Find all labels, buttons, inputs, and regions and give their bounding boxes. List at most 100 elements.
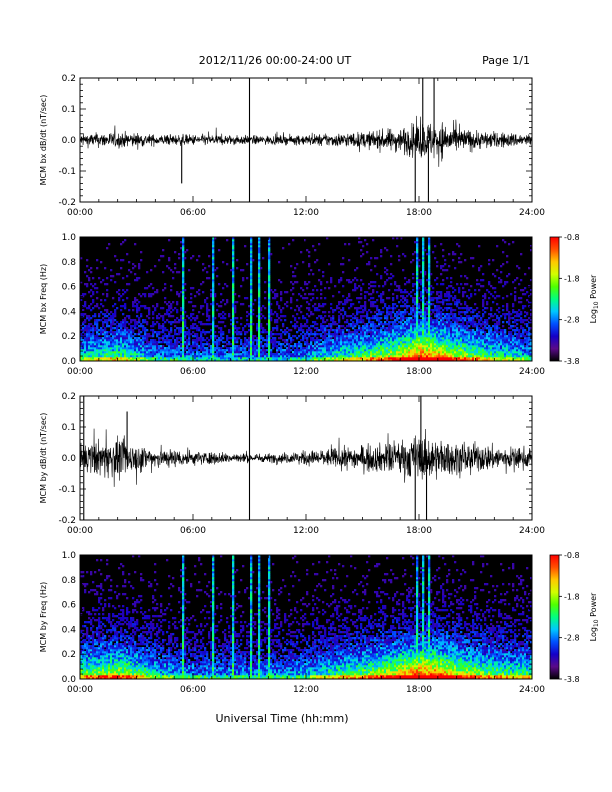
- spectrogram-cell: [120, 267, 123, 270]
- spectrogram-cell: [430, 313, 433, 316]
- spectrogram-cell: [276, 333, 279, 336]
- spectrogram-cell: [414, 347, 417, 350]
- figure-title: 2012/11/26 00:00-24:00 UT: [199, 54, 352, 67]
- spectrogram-cell: [410, 291, 413, 294]
- spectrogram-cell: [284, 351, 287, 354]
- spectrogram-cell: [438, 313, 441, 316]
- spectrogram-cell: [400, 345, 403, 348]
- spectrogram-cell: [258, 291, 261, 294]
- spectrogram-cell: [106, 333, 109, 336]
- spectrogram-cell: [110, 323, 113, 326]
- spectrogram-cell: [236, 267, 239, 270]
- spectrogram-cell: [88, 291, 91, 294]
- spectrogram-cell: [378, 355, 381, 358]
- spectrogram-cell: [390, 355, 393, 358]
- spectrogram-cell: [442, 359, 445, 362]
- spectrogram-cell: [174, 343, 177, 346]
- spectrogram-cell: [138, 345, 141, 348]
- spectrogram-cell: [250, 333, 253, 336]
- spectrogram-cell: [428, 287, 431, 290]
- spectrogram-cell: [156, 357, 159, 360]
- spectrogram-cell: [370, 281, 373, 284]
- spectrogram-cell: [396, 237, 399, 240]
- spectrogram-cell: [362, 353, 365, 356]
- spectrogram-cell: [164, 327, 167, 330]
- spectrogram-cell: [334, 347, 337, 350]
- spectrogram-cell: [440, 351, 443, 354]
- spectrogram-cell: [222, 317, 225, 320]
- y-tick-label: 0.2: [62, 74, 76, 84]
- spectrogram-cell: [166, 311, 169, 314]
- spectrogram-cell: [370, 355, 373, 358]
- spectrogram-cell: [112, 343, 115, 346]
- spectrogram-cell: [338, 355, 341, 358]
- spectrogram-cell: [150, 353, 153, 356]
- spectrogram-cell: [314, 353, 317, 356]
- spectrogram-cell: [104, 315, 107, 318]
- spectrogram-cell: [448, 323, 451, 326]
- spectrogram-cell: [414, 297, 417, 300]
- spectrogram-cell: [202, 349, 205, 352]
- spectrogram-cell: [190, 327, 193, 330]
- spectrogram-cell: [182, 287, 185, 290]
- spectrogram-cell: [256, 337, 259, 340]
- spectrogram-cell: [198, 289, 201, 292]
- spectrogram-cell: [330, 341, 333, 344]
- spectrogram-cell: [82, 295, 85, 298]
- spectrogram-cell: [342, 355, 345, 358]
- spectrogram-cell: [316, 353, 319, 356]
- spectrogram-cell: [322, 359, 325, 362]
- spectrogram-cell: [272, 329, 275, 332]
- spectrogram-cell: [118, 339, 121, 342]
- spectrogram-cell: [412, 321, 415, 324]
- spectrogram-cell: [422, 237, 425, 240]
- spectrogram-cell: [120, 305, 123, 308]
- spectrogram-cell: [80, 353, 83, 356]
- spectrogram-cell: [280, 311, 283, 314]
- spectrogram-cell: [134, 299, 137, 302]
- spectrogram-cell: [356, 359, 359, 362]
- spectrogram-cell: [234, 349, 237, 352]
- spectrogram-cell: [112, 331, 115, 334]
- spectrogram-cell: [154, 343, 157, 346]
- spectrogram-cell: [148, 351, 151, 354]
- spectrogram-cell: [102, 337, 105, 340]
- spectrogram-cell: [204, 347, 207, 350]
- spectrogram-cell: [146, 359, 149, 362]
- spectrogram-cell: [250, 255, 253, 258]
- spectrogram-cell: [348, 341, 351, 344]
- spectrogram-cell: [114, 319, 117, 322]
- spectrogram-cell: [360, 317, 363, 320]
- spectrogram-cell: [446, 321, 449, 324]
- spectrogram-cell: [172, 343, 175, 346]
- spectrogram-cell: [288, 349, 291, 352]
- spectrogram-cell: [388, 313, 391, 316]
- spectrogram-cell: [152, 311, 155, 314]
- spectrogram-cell: [320, 351, 323, 354]
- spectrogram-cell: [178, 295, 181, 298]
- spectrogram-cell: [290, 299, 293, 302]
- spectrogram-cell: [406, 301, 409, 304]
- spectrogram-cell: [442, 343, 445, 346]
- spectrogram-cell: [128, 283, 131, 286]
- spectrogram-cell: [168, 355, 171, 358]
- spectrogram-cell: [428, 321, 431, 324]
- spectrogram-cell: [112, 319, 115, 322]
- spectrogram-cell: [220, 313, 223, 316]
- spectrogram-cell: [230, 269, 233, 272]
- spectrogram-cell: [364, 355, 367, 358]
- spectrogram-cell: [328, 355, 331, 358]
- spectrogram-cell: [146, 329, 149, 332]
- spectrogram-cell: [142, 329, 145, 332]
- spectrogram-cell: [466, 347, 469, 350]
- spectrogram-cell: [194, 323, 197, 326]
- spectrogram-cell: [152, 333, 155, 336]
- spectrogram-cell: [92, 327, 95, 330]
- spectrogram-cell: [450, 307, 453, 310]
- spectrogram-cell: [276, 319, 279, 322]
- spectrogram-cell: [340, 349, 343, 352]
- spectrogram-cell: [308, 351, 311, 354]
- spectrogram-cell: [128, 339, 131, 342]
- spectrogram-cell: [122, 329, 125, 332]
- spectrogram-cell: [412, 253, 415, 256]
